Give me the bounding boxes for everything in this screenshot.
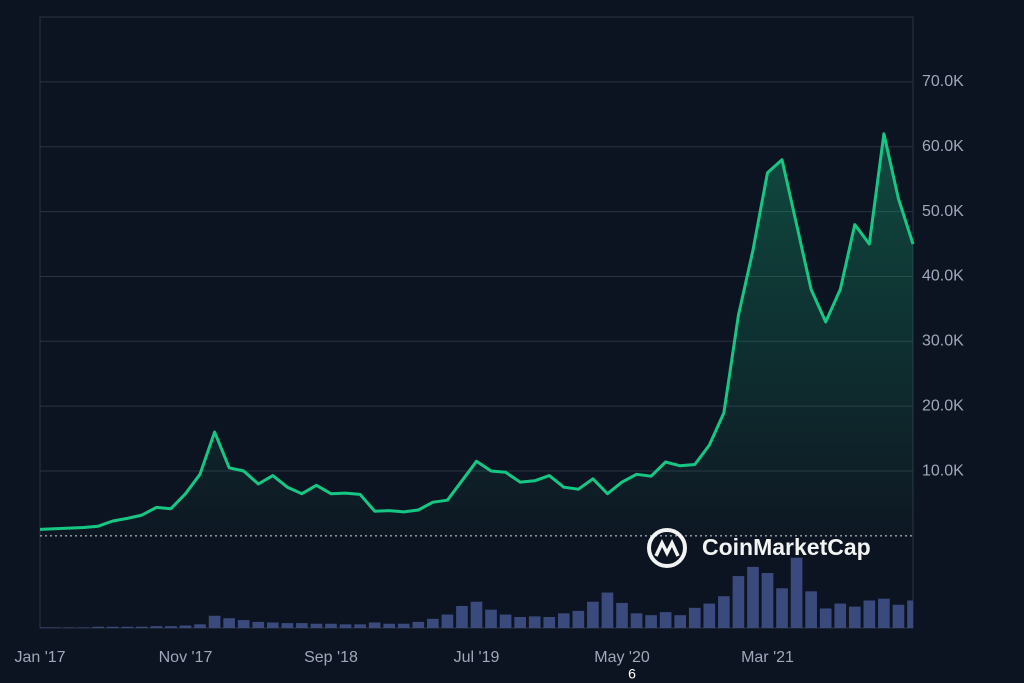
volume-bar bbox=[718, 596, 730, 628]
volume-bar bbox=[848, 606, 861, 628]
x-tick-label: Sep '18 bbox=[304, 649, 358, 666]
volume-bar bbox=[587, 601, 599, 628]
y-tick-label: 20.0K bbox=[922, 397, 964, 414]
volume-bar bbox=[863, 600, 876, 628]
volume-bar bbox=[368, 622, 381, 628]
price-line bbox=[39, 132, 915, 531]
volume-bar bbox=[40, 627, 52, 628]
volume-bar bbox=[165, 626, 177, 628]
volume-bar bbox=[354, 624, 366, 628]
volume-bar bbox=[179, 625, 192, 628]
volume-bar bbox=[441, 614, 454, 628]
volume-bar bbox=[106, 626, 119, 628]
volume-bar bbox=[499, 614, 512, 628]
volume-bar bbox=[48, 627, 61, 628]
volume-bar bbox=[907, 600, 913, 628]
watermark: CoinMarketCap bbox=[647, 528, 871, 568]
volume-bar bbox=[790, 557, 803, 628]
volume-bar bbox=[208, 615, 221, 628]
volume-bar bbox=[194, 624, 206, 628]
watermark-text: CoinMarketCap bbox=[702, 534, 871, 560]
volume-bar bbox=[325, 623, 337, 628]
volume-bar bbox=[296, 623, 308, 628]
y-tick-label: 70.0K bbox=[922, 73, 964, 90]
x-tick-label: Mar '21 bbox=[741, 649, 794, 666]
x-tick-label: Jan '17 bbox=[14, 649, 65, 666]
volume-bar bbox=[645, 615, 657, 628]
volume-bar bbox=[732, 576, 745, 628]
volume-bar bbox=[572, 610, 585, 628]
volume-bar bbox=[150, 626, 163, 628]
volume-bar bbox=[266, 622, 279, 628]
volume-bar bbox=[63, 627, 75, 628]
volume-bar bbox=[805, 591, 817, 628]
volume-bar bbox=[703, 603, 716, 628]
area-fill bbox=[40, 133, 913, 536]
volume-bar bbox=[223, 618, 235, 628]
volume-bar bbox=[92, 626, 105, 628]
volume-bar bbox=[339, 624, 352, 628]
volume-bar bbox=[397, 623, 410, 628]
volume-bar bbox=[688, 607, 701, 628]
volume-bar bbox=[761, 573, 774, 628]
volume-bar bbox=[383, 623, 396, 628]
volume-bar bbox=[659, 612, 672, 628]
volume-bar bbox=[514, 617, 526, 628]
volume-bar bbox=[747, 566, 759, 628]
volume-bar bbox=[674, 615, 687, 628]
volume-bar bbox=[528, 616, 541, 628]
volume-bar bbox=[878, 598, 890, 628]
x-tick-label: May '20 bbox=[594, 649, 650, 666]
volume-bar bbox=[616, 602, 628, 628]
volume-bar bbox=[310, 623, 323, 628]
volume-bar bbox=[427, 618, 439, 628]
volume-bar bbox=[136, 626, 148, 628]
x-tick-label: Jul '19 bbox=[454, 649, 500, 666]
volume-bar bbox=[470, 601, 483, 628]
volume-bar bbox=[776, 588, 788, 628]
volume-bar bbox=[77, 627, 90, 628]
y-tick-label: 50.0K bbox=[922, 203, 964, 220]
volume-bar bbox=[819, 608, 832, 628]
volume-bar bbox=[412, 621, 425, 628]
volume-bar bbox=[892, 604, 905, 628]
volume-bar bbox=[456, 606, 468, 628]
volume-bar bbox=[601, 592, 614, 628]
volume-bar bbox=[834, 603, 847, 628]
watermark-logo bbox=[647, 528, 687, 568]
watermark-logo-mark bbox=[654, 538, 680, 557]
volume-bar bbox=[630, 613, 643, 628]
y-tick-label: 30.0K bbox=[922, 333, 964, 350]
volume-bar bbox=[121, 626, 134, 628]
volume-bar bbox=[543, 617, 556, 628]
volume-bar bbox=[281, 623, 294, 628]
y-tick-label: 60.0K bbox=[922, 138, 964, 155]
volume-bar bbox=[485, 609, 497, 628]
y-tick-label: 10.0K bbox=[922, 462, 964, 479]
volume-bar bbox=[237, 620, 250, 628]
y-tick-label: 40.0K bbox=[922, 268, 964, 285]
volume-bar bbox=[557, 613, 570, 628]
annotation: 6 bbox=[628, 666, 636, 682]
x-tick-label: Nov '17 bbox=[159, 649, 213, 666]
volume-bar bbox=[252, 621, 265, 628]
